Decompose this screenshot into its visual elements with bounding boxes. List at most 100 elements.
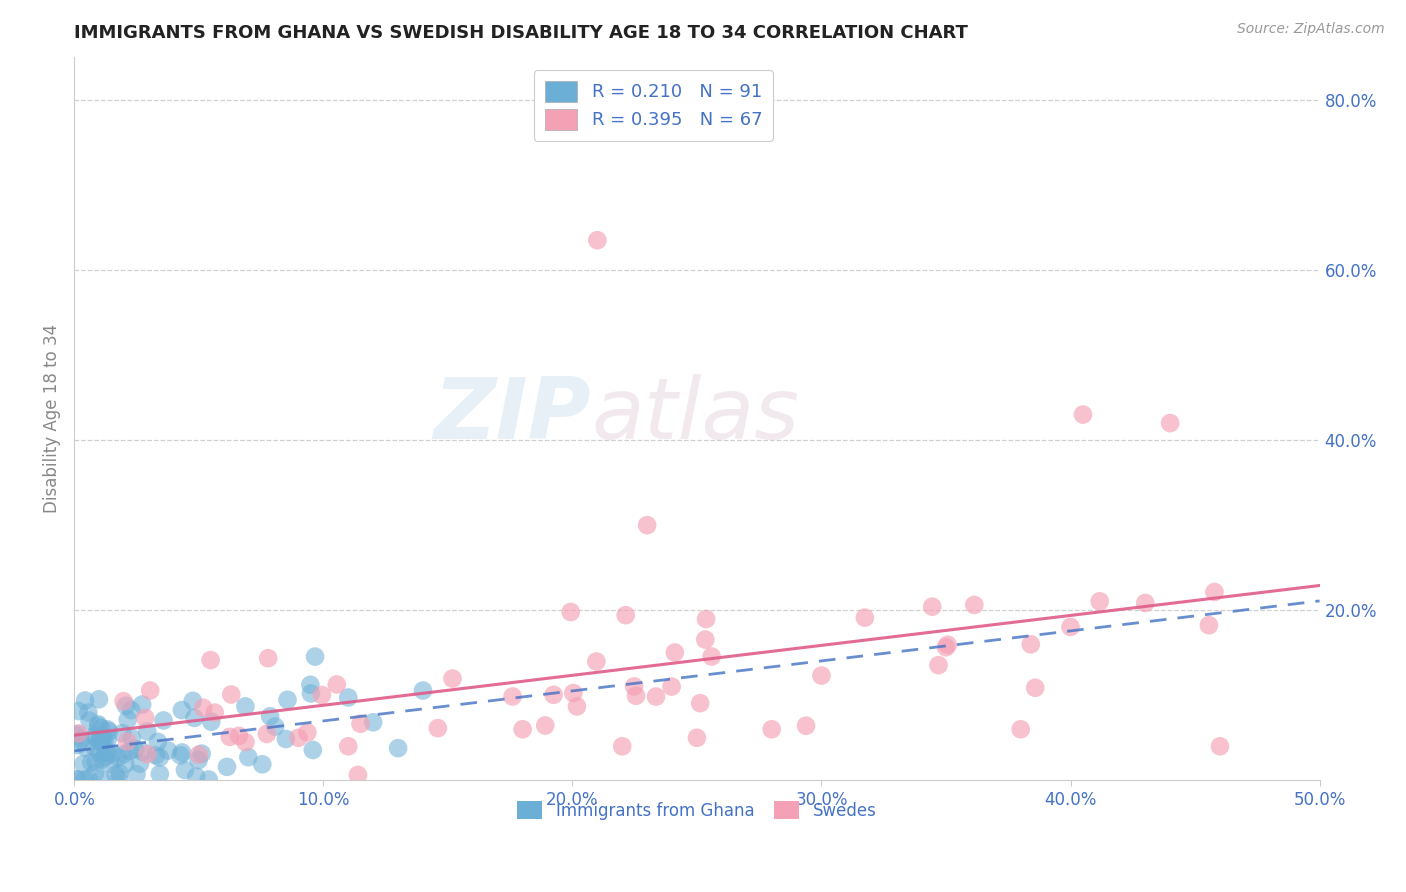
Point xyxy=(134,711,156,725)
Point xyxy=(936,638,959,652)
Point xyxy=(502,690,524,704)
Point xyxy=(1204,585,1226,599)
Point xyxy=(636,518,658,533)
Point xyxy=(256,727,278,741)
Point xyxy=(259,709,281,723)
Point xyxy=(101,747,124,761)
Point xyxy=(115,698,138,713)
Point xyxy=(93,733,115,747)
Point xyxy=(75,740,97,755)
Point xyxy=(426,721,449,735)
Point xyxy=(136,724,159,739)
Point xyxy=(218,730,240,744)
Point xyxy=(347,768,370,782)
Point xyxy=(108,772,131,787)
Point xyxy=(193,700,215,714)
Point xyxy=(190,747,212,761)
Point xyxy=(700,649,723,664)
Point xyxy=(73,772,96,787)
Point xyxy=(97,732,120,747)
Point xyxy=(585,655,607,669)
Point xyxy=(146,735,169,749)
Point xyxy=(169,748,191,763)
Point xyxy=(299,686,322,700)
Point xyxy=(152,714,174,728)
Y-axis label: Disability Age 18 to 34: Disability Age 18 to 34 xyxy=(44,325,60,514)
Point xyxy=(297,725,319,739)
Point xyxy=(1135,596,1157,610)
Point xyxy=(129,756,152,771)
Point xyxy=(1010,723,1032,737)
Point xyxy=(287,731,309,745)
Point xyxy=(264,720,287,734)
Point xyxy=(87,692,110,706)
Point xyxy=(204,706,226,720)
Point xyxy=(686,731,709,745)
Point xyxy=(219,688,242,702)
Point xyxy=(1024,681,1046,695)
Text: ZIP: ZIP xyxy=(433,374,591,457)
Point xyxy=(274,731,297,746)
Point xyxy=(1209,739,1232,754)
Point xyxy=(412,683,434,698)
Point xyxy=(77,706,100,720)
Point xyxy=(94,743,117,757)
Point xyxy=(1059,620,1081,634)
Point xyxy=(84,756,107,770)
Point xyxy=(107,750,129,764)
Point xyxy=(586,233,609,247)
Point xyxy=(112,694,135,708)
Point xyxy=(115,734,138,748)
Point xyxy=(1159,416,1181,430)
Point xyxy=(695,612,717,626)
Point xyxy=(1019,637,1042,651)
Point xyxy=(187,747,209,762)
Point xyxy=(121,731,143,746)
Point xyxy=(387,741,409,756)
Point xyxy=(361,715,384,730)
Point xyxy=(661,680,683,694)
Point xyxy=(257,651,280,665)
Point xyxy=(186,770,208,784)
Point xyxy=(689,696,711,710)
Point xyxy=(89,731,111,746)
Point xyxy=(87,717,110,731)
Point xyxy=(66,772,89,787)
Point xyxy=(349,716,371,731)
Point xyxy=(77,772,100,787)
Point xyxy=(112,747,135,762)
Point xyxy=(87,719,110,733)
Point xyxy=(301,743,323,757)
Point xyxy=(84,729,107,743)
Point xyxy=(131,698,153,712)
Point xyxy=(543,688,565,702)
Point xyxy=(560,605,582,619)
Point xyxy=(117,713,139,727)
Point xyxy=(562,686,585,700)
Point xyxy=(1198,618,1220,632)
Point xyxy=(139,683,162,698)
Point xyxy=(337,690,360,705)
Point xyxy=(136,747,159,762)
Point xyxy=(1088,594,1111,608)
Point xyxy=(645,690,668,704)
Point xyxy=(276,692,298,706)
Point xyxy=(90,722,112,736)
Point xyxy=(89,746,111,760)
Point xyxy=(66,738,89,752)
Text: Source: ZipAtlas.com: Source: ZipAtlas.com xyxy=(1237,22,1385,37)
Point xyxy=(170,703,193,717)
Point xyxy=(120,703,142,717)
Text: atlas: atlas xyxy=(591,374,799,457)
Point xyxy=(72,757,94,772)
Point xyxy=(181,694,204,708)
Point xyxy=(200,714,222,729)
Point xyxy=(80,756,103,770)
Point xyxy=(98,756,121,771)
Point xyxy=(131,745,153,759)
Point xyxy=(90,772,112,787)
Point xyxy=(174,763,197,777)
Point xyxy=(111,726,134,740)
Point xyxy=(612,739,634,754)
Point xyxy=(75,693,97,707)
